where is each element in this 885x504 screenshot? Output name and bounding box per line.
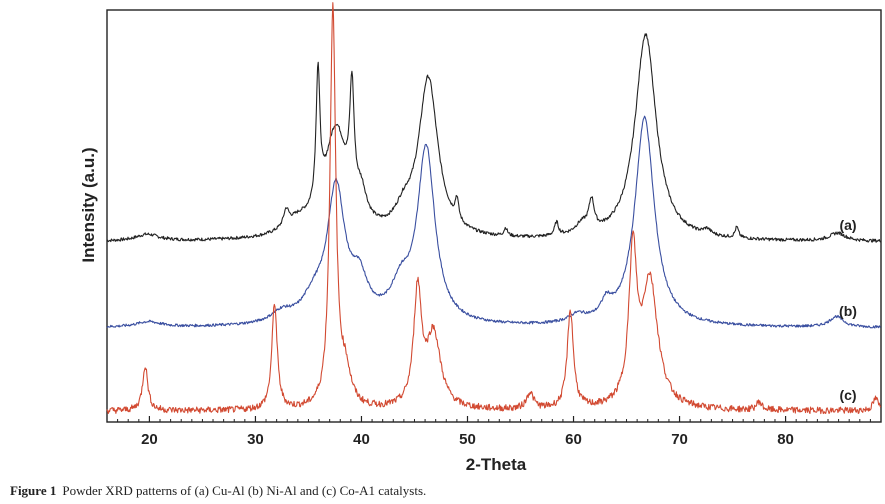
- xrd-chart: (a) (b) (c) 20 30 40 50 60 70 80 2-Theta Intensi…: [79, 2, 882, 470]
- tick-layer: 20 30 40 50 60 70 80: [106, 416, 882, 448]
- x-tick-label: 30: [247, 431, 264, 448]
- y-axis-title: Intensity (a.u.): [79, 147, 98, 262]
- x-tick-label: 80: [777, 431, 794, 448]
- series-line-b: [106, 115, 881, 329]
- caption-text: Powder XRD patterns of (a) Cu-Al (b) Ni-…: [62, 483, 427, 498]
- series-label: (b): [839, 303, 857, 319]
- x-tick-label: 70: [671, 431, 688, 448]
- x-axis-title: 2-Theta: [466, 455, 527, 470]
- x-tick-label: 60: [565, 431, 582, 448]
- series-label: (c): [839, 387, 856, 403]
- figure-number: Figure 1: [10, 483, 57, 498]
- series-layer: [106, 2, 882, 415]
- x-tick-label: 40: [353, 431, 370, 448]
- plot-frame: [106, 9, 882, 423]
- series-line-c: [106, 2, 882, 415]
- label-layer: (a) (b) (c): [839, 217, 857, 403]
- series-label: (a): [839, 217, 856, 233]
- x-tick-label: 50: [459, 431, 476, 448]
- plot-border: [106, 9, 882, 423]
- figure-caption: Figure 1 Powder XRD patterns of (a) Cu-Al…: [10, 483, 426, 499]
- x-tick-label: 20: [141, 431, 158, 448]
- series-line-a: [106, 33, 882, 243]
